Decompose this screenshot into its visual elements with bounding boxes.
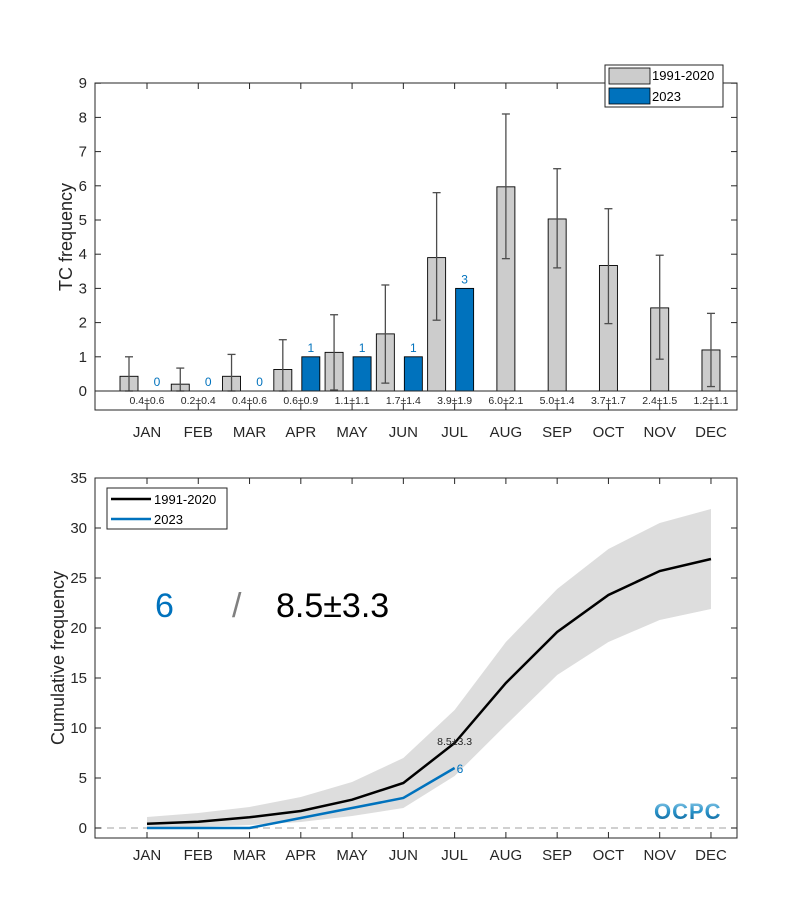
stat-label-nov: 2.4±1.5	[642, 395, 677, 407]
y-tick-label: 15	[70, 670, 87, 687]
x-tick-label-sep: SEP	[542, 847, 572, 864]
legend-swatch-1991-2020	[608, 67, 651, 85]
top-y-axis-title: TC frequency	[56, 183, 76, 291]
legend-label-1991-2020: 1991-2020	[154, 492, 216, 507]
climatology-annotation: 8.5±3.3	[437, 736, 472, 748]
y-tick-label: 7	[79, 144, 87, 161]
legend-label-2023: 2023	[652, 89, 681, 104]
stat-label-jun: 1.7±1.4	[386, 395, 421, 407]
bar-2023-apr	[301, 356, 321, 392]
x-tick-label-jun: JUN	[389, 847, 418, 864]
top-x-tick-labels: JAN FEB MAR APR MAY JUN JUL AUG SEP OCT NOV DEC	[133, 424, 727, 441]
y-tick-label: 5	[79, 212, 87, 229]
bottom-y-axis-title: Cumulative frequency	[48, 571, 68, 745]
bar-2023-jul	[455, 287, 475, 392]
monthly-frequency-chart: 0 0 0 1 1 1 3 0.4±0.6 0.2±0.4 0.4±0.6 0.6±0.9 1.1±…	[56, 64, 738, 441]
x-tick-label-sep: SEP	[542, 424, 572, 441]
x-tick-label-nov: NOV	[643, 424, 676, 441]
x-tick-label-jan: JAN	[133, 424, 161, 441]
x-tick-label-apr: APR	[285, 424, 316, 441]
error-bars-group	[125, 113, 715, 392]
y-tick-label: 10	[70, 720, 87, 737]
stat-label-oct: 3.7±1.7	[591, 395, 626, 407]
climatology-std-band	[147, 509, 711, 828]
x-tick-label-may: MAY	[336, 847, 367, 864]
stat-label-jul: 3.9±1.9	[437, 395, 472, 407]
stat-label-dec: 1.2±1.1	[693, 395, 728, 407]
x-tick-label-aug: AUG	[490, 424, 523, 441]
climatology-line	[146, 557, 712, 825]
summary-separator: /	[232, 587, 242, 625]
bar-2023-may	[352, 356, 372, 392]
year-2023-annotation: 6	[457, 762, 464, 776]
value-label-2023-jul: 3	[461, 272, 468, 286]
x-tick-label-mar: MAR	[233, 424, 267, 441]
bottom-axes-box	[94, 477, 738, 839]
y-tick-label: 2	[79, 315, 87, 332]
x-tick-label-feb: FEB	[184, 847, 213, 864]
bars-group	[119, 186, 721, 392]
top-axes-box	[94, 82, 738, 411]
x-tick-label-nov: NOV	[643, 847, 676, 864]
y-tick-label: 5	[79, 770, 87, 787]
stat-label-feb: 0.2±0.4	[181, 395, 216, 407]
x-tick-label-dec: DEC	[695, 847, 727, 864]
x-tick-label-oct: OCT	[593, 847, 625, 864]
value-label-2023-apr: 1	[307, 341, 314, 355]
value-label-2023-feb: 0	[205, 375, 212, 389]
x-tick-label-feb: FEB	[184, 424, 213, 441]
x-tick-label-dec: DEC	[695, 424, 727, 441]
legend-label-1991-2020: 1991-2020	[652, 68, 714, 83]
logo-text: OCPC	[654, 799, 722, 824]
stat-label-apr: 0.6±0.9	[283, 395, 318, 407]
x-tick-label-jun: JUN	[389, 424, 418, 441]
summary-current-count: 6	[155, 587, 174, 625]
x-tick-label-mar: MAR	[233, 847, 267, 864]
summary-climatology: 8.5±3.3	[276, 587, 389, 625]
y-tick-label: 0	[79, 820, 87, 837]
top-axis-ticks: 0 1 2 3 4 5 6 7 8 9	[79, 75, 737, 410]
legend-box	[106, 487, 228, 530]
x-tick-label-may: MAY	[336, 424, 367, 441]
y-tick-label: 4	[79, 246, 87, 263]
value-label-2023-mar: 0	[256, 375, 263, 389]
cumulative-frequency-chart: 8.5±3.3 6 0 5 10 15 20 25 30 35 JAN FEB MAR APR MAY…	[48, 470, 738, 864]
y-tick-label: 30	[70, 520, 87, 537]
y-tick-label: 0	[79, 383, 87, 400]
y-tick-label: 6	[79, 178, 87, 195]
value-label-2023-may: 1	[359, 341, 366, 355]
top-legend: 1991-2020 2023	[604, 64, 724, 108]
y-tick-label: 25	[70, 570, 87, 587]
stat-label-mar: 0.4±0.6	[232, 395, 267, 407]
legend-swatch-2023	[608, 87, 651, 105]
value-label-2023-jan: 0	[154, 375, 161, 389]
y-tick-label: 1	[79, 349, 87, 366]
x-tick-label-jul: JUL	[441, 424, 468, 441]
value-labels-group: 0 0 0 1 1 1 3	[154, 272, 469, 389]
x-tick-label-apr: APR	[285, 847, 316, 864]
bottom-axis-ticks: 0 5 10 15 20 25 30 35	[70, 470, 737, 838]
stat-label-may: 1.1±1.1	[335, 395, 370, 407]
y-tick-label: 8	[79, 109, 87, 126]
x-tick-label-aug: AUG	[490, 847, 523, 864]
stat-label-jan: 0.4±0.6	[130, 395, 165, 407]
x-tick-label-jul: JUL	[441, 847, 468, 864]
y-tick-label: 3	[79, 280, 87, 297]
y-tick-label: 9	[79, 75, 87, 92]
ocpc-logo: OCPC	[654, 799, 722, 824]
stat-labels-group: 0.4±0.6 0.2±0.4 0.4±0.6 0.6±0.9 1.1±1.1 1.7±1…	[130, 395, 729, 407]
stat-label-aug: 6.0±2.1	[488, 395, 523, 407]
bottom-x-tick-labels: JAN FEB MAR APR MAY JUN JUL AUG SEP OCT NOV DEC	[133, 847, 727, 864]
stat-label-sep: 5.0±1.4	[540, 395, 575, 407]
value-label-2023-jun: 1	[410, 341, 417, 355]
bar-2023-jun	[403, 356, 423, 392]
bottom-legend: 1991-2020 2023	[106, 487, 228, 530]
x-tick-label-jan: JAN	[133, 847, 161, 864]
x-tick-label-oct: OCT	[593, 424, 625, 441]
y-tick-label: 20	[70, 620, 87, 637]
year-2023-line	[147, 766, 456, 830]
legend-label-2023: 2023	[154, 512, 183, 527]
y-tick-label: 35	[70, 470, 87, 487]
